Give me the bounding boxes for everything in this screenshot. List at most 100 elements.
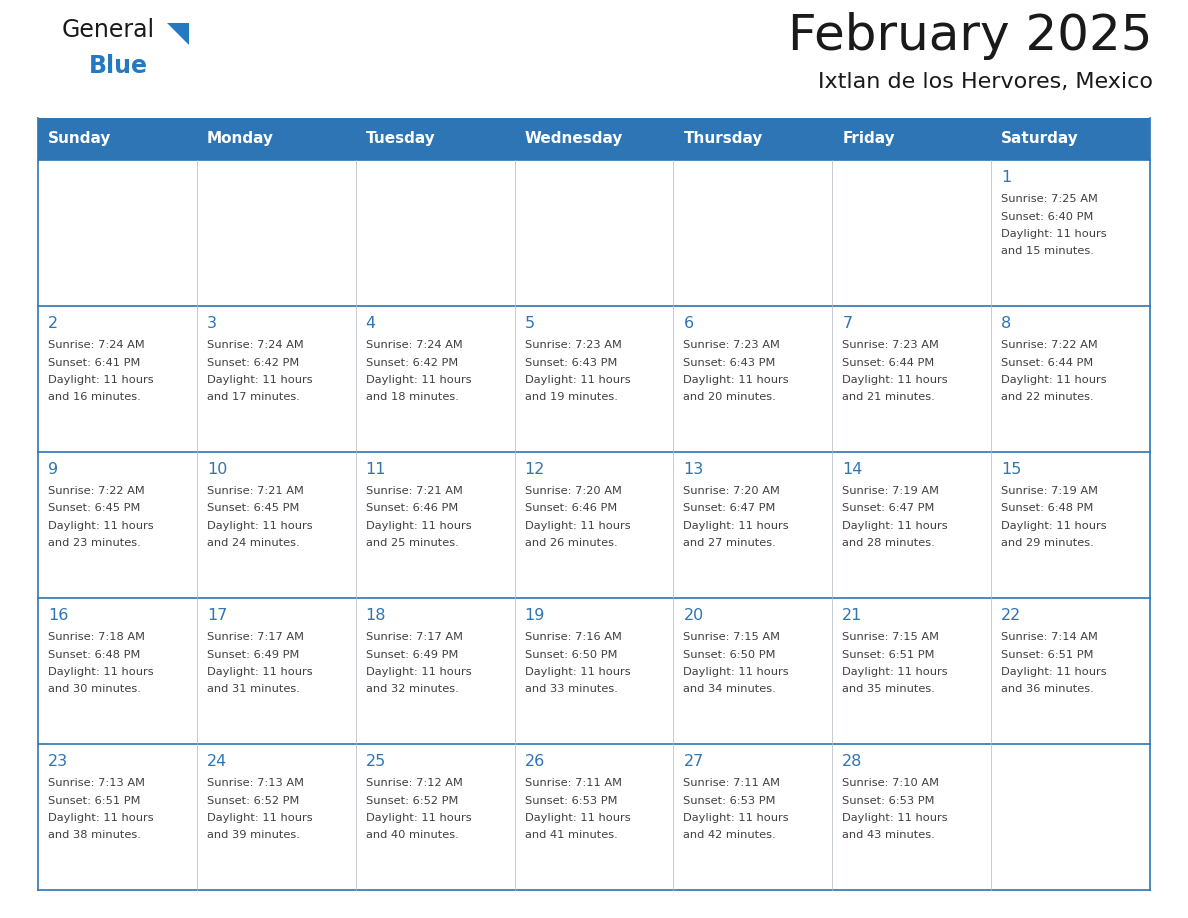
Text: Sunrise: 7:13 AM: Sunrise: 7:13 AM [207, 778, 304, 788]
Text: Blue: Blue [89, 54, 148, 78]
Text: Sunrise: 7:19 AM: Sunrise: 7:19 AM [842, 486, 940, 496]
Text: Sunset: 6:42 PM: Sunset: 6:42 PM [366, 357, 457, 367]
Text: 14: 14 [842, 462, 862, 477]
Text: Sunrise: 7:16 AM: Sunrise: 7:16 AM [525, 632, 621, 642]
Bar [674, 744, 833, 890]
Text: 8: 8 [1001, 316, 1011, 331]
Text: and 15 minutes.: and 15 minutes. [1001, 247, 1094, 256]
Text: and 42 minutes.: and 42 minutes. [683, 831, 776, 841]
Text: Sunset: 6:47 PM: Sunset: 6:47 PM [842, 503, 935, 513]
Text: 13: 13 [683, 462, 703, 477]
Bar [355, 452, 514, 598]
Text: Daylight: 11 hours: Daylight: 11 hours [1001, 521, 1107, 531]
Text: and 38 minutes.: and 38 minutes. [48, 831, 141, 841]
Bar [38, 306, 197, 452]
Text: and 27 minutes.: and 27 minutes. [683, 539, 776, 548]
Text: Daylight: 11 hours: Daylight: 11 hours [683, 521, 789, 531]
Text: Sunrise: 7:22 AM: Sunrise: 7:22 AM [1001, 340, 1098, 350]
Text: Sunset: 6:50 PM: Sunset: 6:50 PM [683, 650, 776, 659]
Text: Sunrise: 7:20 AM: Sunrise: 7:20 AM [683, 486, 781, 496]
Bar [355, 598, 514, 744]
Text: and 31 minutes.: and 31 minutes. [207, 685, 299, 695]
Text: Sunrise: 7:15 AM: Sunrise: 7:15 AM [683, 632, 781, 642]
Bar [514, 160, 674, 306]
Text: Sunrise: 7:17 AM: Sunrise: 7:17 AM [366, 632, 462, 642]
Text: Daylight: 11 hours: Daylight: 11 hours [525, 813, 630, 823]
Text: Sunrise: 7:24 AM: Sunrise: 7:24 AM [207, 340, 304, 350]
Text: Daylight: 11 hours: Daylight: 11 hours [842, 813, 948, 823]
Text: Daylight: 11 hours: Daylight: 11 hours [683, 375, 789, 385]
Text: Daylight: 11 hours: Daylight: 11 hours [1001, 229, 1107, 239]
Bar [991, 160, 1150, 306]
Text: Daylight: 11 hours: Daylight: 11 hours [366, 813, 472, 823]
Bar [38, 598, 197, 744]
Text: Monday: Monday [207, 131, 274, 147]
Text: Sunrise: 7:12 AM: Sunrise: 7:12 AM [366, 778, 462, 788]
Text: and 16 minutes.: and 16 minutes. [48, 393, 140, 402]
Text: Sunrise: 7:13 AM: Sunrise: 7:13 AM [48, 778, 145, 788]
Text: Sunset: 6:46 PM: Sunset: 6:46 PM [366, 503, 457, 513]
Text: Saturday: Saturday [1001, 131, 1079, 147]
Text: Sunrise: 7:18 AM: Sunrise: 7:18 AM [48, 632, 145, 642]
Text: 22: 22 [1001, 608, 1022, 623]
Text: 25: 25 [366, 754, 386, 769]
Text: Sunset: 6:45 PM: Sunset: 6:45 PM [207, 503, 299, 513]
Bar [991, 306, 1150, 452]
Bar [991, 744, 1150, 890]
Text: Sunset: 6:53 PM: Sunset: 6:53 PM [683, 796, 776, 805]
Text: and 35 minutes.: and 35 minutes. [842, 685, 935, 695]
Text: Daylight: 11 hours: Daylight: 11 hours [683, 813, 789, 823]
Text: Sunset: 6:40 PM: Sunset: 6:40 PM [1001, 211, 1093, 221]
Bar [674, 598, 833, 744]
Text: Sunset: 6:52 PM: Sunset: 6:52 PM [207, 796, 299, 805]
Text: Sunset: 6:43 PM: Sunset: 6:43 PM [683, 357, 776, 367]
Text: Sunset: 6:42 PM: Sunset: 6:42 PM [207, 357, 299, 367]
Text: and 39 minutes.: and 39 minutes. [207, 831, 299, 841]
Text: Daylight: 11 hours: Daylight: 11 hours [525, 521, 630, 531]
Polygon shape [168, 23, 189, 45]
Text: Sunrise: 7:22 AM: Sunrise: 7:22 AM [48, 486, 145, 496]
Text: Sunrise: 7:21 AM: Sunrise: 7:21 AM [366, 486, 462, 496]
Text: Sunset: 6:51 PM: Sunset: 6:51 PM [842, 650, 935, 659]
Text: Sunrise: 7:15 AM: Sunrise: 7:15 AM [842, 632, 940, 642]
Text: Daylight: 11 hours: Daylight: 11 hours [48, 667, 153, 677]
Text: Sunrise: 7:25 AM: Sunrise: 7:25 AM [1001, 194, 1098, 204]
Text: 12: 12 [525, 462, 545, 477]
Text: Sunrise: 7:11 AM: Sunrise: 7:11 AM [525, 778, 621, 788]
Text: Daylight: 11 hours: Daylight: 11 hours [48, 375, 153, 385]
Text: Daylight: 11 hours: Daylight: 11 hours [366, 667, 472, 677]
Bar [514, 118, 674, 160]
Text: Sunset: 6:52 PM: Sunset: 6:52 PM [366, 796, 459, 805]
Text: Ixtlan de los Hervores, Mexico: Ixtlan de los Hervores, Mexico [819, 72, 1154, 92]
Text: 1: 1 [1001, 170, 1011, 185]
Text: Daylight: 11 hours: Daylight: 11 hours [1001, 375, 1107, 385]
Bar [991, 452, 1150, 598]
Text: 27: 27 [683, 754, 703, 769]
Text: Sunrise: 7:21 AM: Sunrise: 7:21 AM [207, 486, 304, 496]
Text: Thursday: Thursday [683, 131, 763, 147]
Text: and 41 minutes.: and 41 minutes. [525, 831, 618, 841]
Text: Sunset: 6:41 PM: Sunset: 6:41 PM [48, 357, 140, 367]
Text: and 23 minutes.: and 23 minutes. [48, 539, 140, 548]
Bar [674, 452, 833, 598]
Text: Daylight: 11 hours: Daylight: 11 hours [48, 521, 153, 531]
Bar [197, 306, 355, 452]
Bar [38, 118, 197, 160]
Text: Daylight: 11 hours: Daylight: 11 hours [207, 813, 312, 823]
Text: 20: 20 [683, 608, 703, 623]
Bar [833, 598, 991, 744]
Text: and 40 minutes.: and 40 minutes. [366, 831, 459, 841]
Text: Daylight: 11 hours: Daylight: 11 hours [207, 667, 312, 677]
Text: Sunset: 6:51 PM: Sunset: 6:51 PM [48, 796, 140, 805]
Bar [355, 306, 514, 452]
Text: Daylight: 11 hours: Daylight: 11 hours [207, 521, 312, 531]
Text: and 34 minutes.: and 34 minutes. [683, 685, 776, 695]
Text: 18: 18 [366, 608, 386, 623]
Bar [197, 118, 355, 160]
Text: Daylight: 11 hours: Daylight: 11 hours [1001, 667, 1107, 677]
Text: Sunrise: 7:19 AM: Sunrise: 7:19 AM [1001, 486, 1098, 496]
Text: 24: 24 [207, 754, 227, 769]
Text: and 19 minutes.: and 19 minutes. [525, 393, 618, 402]
Text: 4: 4 [366, 316, 375, 331]
Bar [674, 306, 833, 452]
